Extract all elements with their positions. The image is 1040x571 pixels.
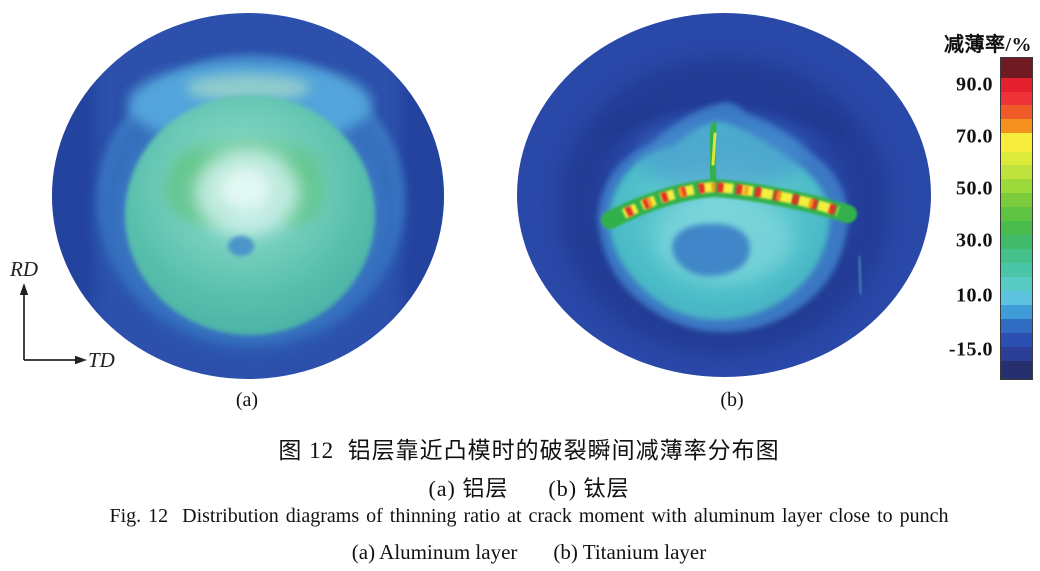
caption-zh-sub-a: (a) 铝层	[428, 476, 509, 501]
colorbar-tick-label: 50.0	[956, 177, 993, 200]
caption-zh-sub: (a) 铝层 (b) 钛层	[0, 471, 1040, 503]
colorbar-segment	[1001, 318, 1032, 333]
colorbar-segment	[1001, 304, 1032, 319]
caption-en-main: Fig. 12 Distribution diagrams of thinnin…	[109, 505, 949, 527]
caption-en-sub-b: (b) Titanium layer	[553, 540, 707, 564]
plot-b-contour	[517, 13, 931, 377]
colorbar-tick-label: 90.0	[956, 73, 993, 96]
colorbar-segment	[1001, 346, 1032, 361]
colorbar-segment	[1001, 151, 1032, 166]
plot-b-crack-band	[601, 178, 857, 229]
colorbar-segment	[1001, 249, 1032, 264]
colorbar-segment	[1001, 58, 1032, 78]
plot-b-crack-stripes-orange	[621, 182, 840, 219]
colorbar-segment	[1001, 235, 1032, 250]
colorbar-segment	[1001, 91, 1032, 106]
colorbar-segment	[1001, 332, 1032, 347]
caption-en-sub-a: (a) Aluminum layer	[351, 540, 518, 564]
colorbar-title: 减薄率/%	[944, 34, 1033, 56]
subplot-label-a: (a)	[235, 389, 259, 411]
colorbar-segment	[1001, 360, 1032, 379]
caption-en-sub: (a) Aluminum layer (b) Titanium layer	[0, 540, 1040, 565]
plot-b-crack-stripes-yellow	[621, 181, 840, 219]
caption-zh-sub-b: (b) 钛层	[548, 476, 630, 501]
colorbar-tick-label: 30.0	[956, 229, 993, 252]
subplot-label-b: (b)	[720, 389, 744, 411]
colorbar-segment	[1001, 133, 1032, 152]
plot-a-blue-spot	[228, 236, 254, 256]
colorbar-segment	[1001, 165, 1032, 180]
colorbar-segment	[1001, 119, 1032, 134]
plot-b-dark-ring	[558, 57, 890, 355]
caption-zh-main: 图 12 铝层靠近凸模时的破裂瞬间减薄率分布图	[278, 438, 780, 463]
colorbar-segment	[1001, 263, 1032, 278]
rd-axis-label: RD	[10, 257, 38, 281]
colorbar-tick-label: 70.0	[956, 125, 993, 148]
colorbar-segment	[1001, 77, 1032, 92]
colorbar-segment	[1001, 291, 1032, 305]
colorbar-segment	[1001, 105, 1032, 120]
plot-b-blue-patch	[672, 223, 750, 277]
colorbar-tick-label: -15.0	[948, 338, 993, 361]
td-axis-label: TD	[88, 348, 115, 372]
colorbar-segment	[1001, 221, 1032, 236]
plot-a-contour	[52, 13, 444, 379]
colorbar-segment	[1001, 193, 1032, 208]
rd-td-axes-arrows-icon	[19, 283, 87, 365]
colorbar-tick-label: 10.0	[956, 284, 993, 307]
colorbar-segment	[1001, 277, 1032, 292]
colorbar-gradient	[1000, 57, 1033, 380]
colorbar-segment	[1001, 179, 1032, 194]
colorbar-ticks: 90.0 70.0 50.0 30.0 10.0 -15.0	[893, 57, 993, 380]
colorbar-segment	[1001, 207, 1032, 222]
